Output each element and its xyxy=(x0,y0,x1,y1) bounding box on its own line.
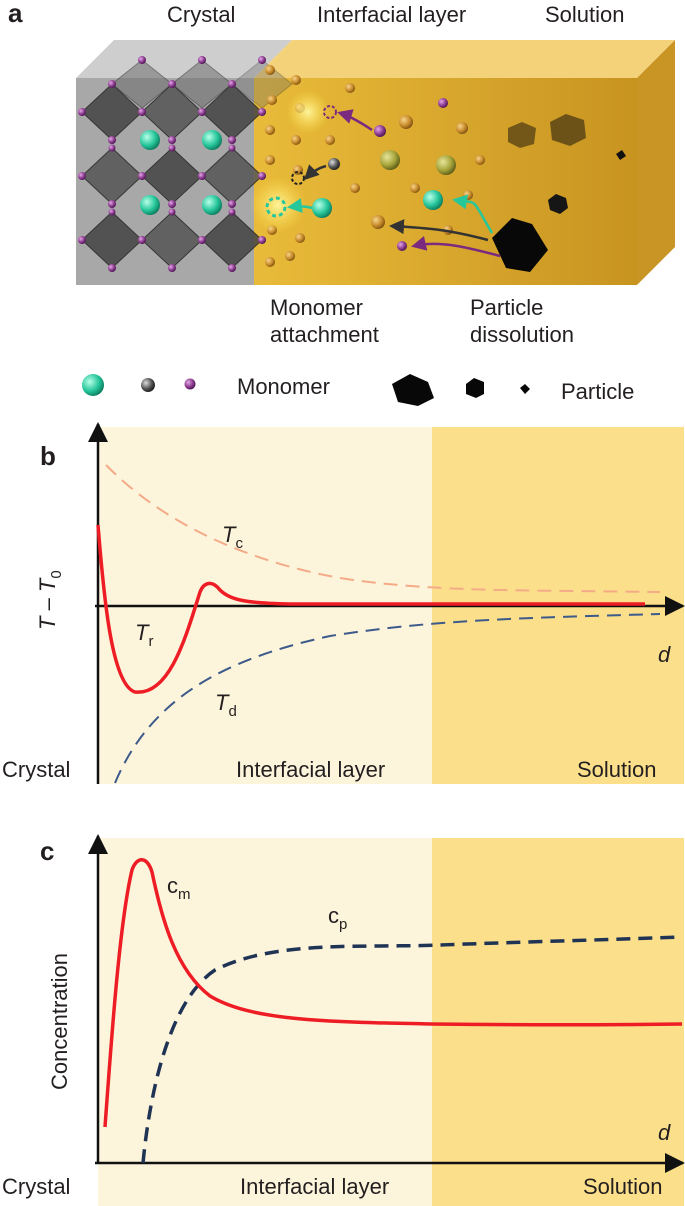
curve-cm xyxy=(103,858,683,1128)
curve-tc-label: Tc xyxy=(222,522,243,552)
curve-cm-label: cm xyxy=(167,873,191,903)
panel-b-region-solution: Solution xyxy=(577,757,657,782)
curve-tr-label-base: T xyxy=(135,620,150,645)
panel-a-region-crystal: Crystal xyxy=(167,2,235,27)
panel-b-ylabel-sep: – xyxy=(35,592,60,616)
curve-td-label-base: T xyxy=(215,690,230,715)
solution-particles xyxy=(492,114,626,272)
panel-c-ylabel: Concentration xyxy=(47,953,72,1090)
legend-medium-particle-icon xyxy=(466,378,484,398)
solution-monomers xyxy=(312,83,485,251)
process-attachment-line2: attachment xyxy=(270,322,379,347)
panel-b-region-crystal: Crystal xyxy=(2,757,70,782)
process-dissolution-line1: Particle xyxy=(470,295,543,320)
curve-cp-label-base: c xyxy=(328,903,339,928)
process-dissolution-line2: dissolution xyxy=(470,322,574,347)
panel-a: a Crystal Interfacial layer Solution xyxy=(8,0,675,406)
panel-c-xlabel: d xyxy=(658,1120,671,1145)
solution-box xyxy=(254,40,675,285)
attachment-glow-top xyxy=(286,90,330,134)
legend-purple-monomer-icon xyxy=(184,378,196,390)
panel-b-ylabel-t: T xyxy=(35,615,60,630)
purple-vacancy-icon xyxy=(323,105,337,119)
panel-a-region-solution: Solution xyxy=(545,2,625,27)
panel-b-letter: b xyxy=(40,441,56,471)
panel-a-letter: a xyxy=(8,0,23,28)
curve-cm-label-sub: m xyxy=(178,886,191,903)
legend-teal-monomer-icon xyxy=(82,374,104,396)
octahedra-lattice xyxy=(81,59,293,269)
legend-large-particle-icon xyxy=(392,374,434,406)
panel-a-region-interfacial: Interfacial layer xyxy=(317,2,466,27)
curve-td xyxy=(114,613,661,784)
panel-c-region-crystal: Crystal xyxy=(2,1174,70,1199)
large-particle-icon xyxy=(492,218,548,272)
curve-td-label-sub: d xyxy=(228,703,236,720)
teal-vacancy-icon xyxy=(265,196,287,218)
panel-b-xlabel: d xyxy=(658,642,671,667)
lattice-teal-atoms xyxy=(140,130,222,215)
curve-cm-label-base: c xyxy=(167,873,178,898)
lattice-purple-atoms xyxy=(78,56,266,272)
legend-monomer-label: Monomer xyxy=(237,374,330,399)
panel-b-region-interfacial: Interfacial layer xyxy=(236,757,385,782)
curve-cp-label-sub: p xyxy=(339,916,347,933)
curve-tc-label-base: T xyxy=(222,522,237,547)
curve-tr xyxy=(96,524,645,694)
panel-b-ylabel: T – T0 xyxy=(35,570,65,630)
legend-grey-monomer-icon xyxy=(141,378,155,392)
curve-td-label: Td xyxy=(215,690,237,720)
curve-cp-label: cp xyxy=(328,903,347,933)
curve-tc xyxy=(105,464,661,593)
process-attachment-line1: Monomer xyxy=(270,295,363,320)
curve-tr-label-sub: r xyxy=(148,633,153,650)
panel-a-legend: Monomer Particle xyxy=(82,374,634,406)
panel-c-region-interfacial: Interfacial layer xyxy=(240,1174,389,1199)
curve-cp xyxy=(141,935,683,1164)
panel-b: b T – T0 d Tc Tr Td Crystal Interfacial … xyxy=(2,422,685,784)
curve-tc-label-sub: c xyxy=(235,535,243,552)
legend-particle-label: Particle xyxy=(561,379,634,404)
legend-small-particle-icon xyxy=(520,384,530,394)
attachment-glow-bottom xyxy=(250,177,306,233)
panel-c-region-solution: Solution xyxy=(583,1174,663,1199)
panel-b-ylabel-sub: 0 xyxy=(48,570,65,578)
process-arrows xyxy=(287,109,501,258)
panel-c-letter: c xyxy=(40,836,54,866)
panel-c-solution-region xyxy=(432,838,684,1206)
panel-c: c Concentration d cm cp Crystal Interfac… xyxy=(2,834,685,1206)
curve-tr-label: Tr xyxy=(135,620,153,650)
panel-b-ylabel-t0: T xyxy=(35,577,60,592)
